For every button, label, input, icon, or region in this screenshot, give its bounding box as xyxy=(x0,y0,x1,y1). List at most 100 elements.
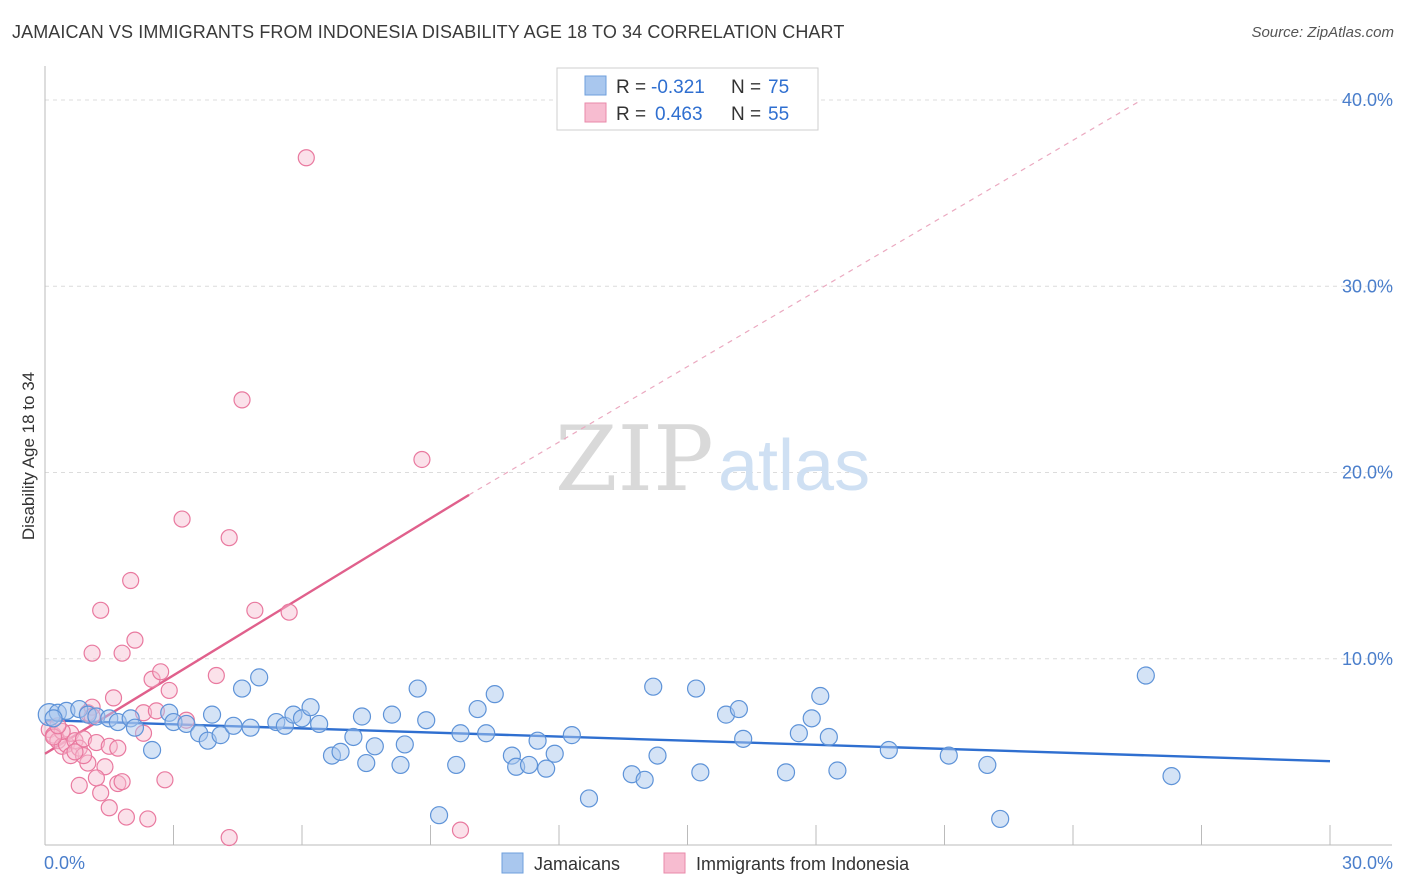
jamaican-point-47 xyxy=(519,755,539,775)
jamaican-point-58 xyxy=(691,763,710,782)
jamaican-point-51 xyxy=(562,726,581,745)
watermark-zip: ZIP xyxy=(555,407,714,512)
watermark-atlas: atlas xyxy=(718,426,870,506)
legend-n-label-indonesia: N = xyxy=(731,104,761,125)
indonesia-point-35 xyxy=(156,771,174,789)
jamaican-point-71 xyxy=(991,809,1010,829)
jamaican-point-20 xyxy=(241,718,260,737)
legend-r-label-jamaicans: R = xyxy=(616,77,646,98)
indonesia-point-44 xyxy=(297,149,315,167)
indonesia-point-36 xyxy=(160,681,178,700)
indonesia-point-34 xyxy=(152,663,170,681)
jamaican-point-73 xyxy=(1162,766,1181,786)
jamaican-point-67 xyxy=(828,761,847,780)
legend-n-value-indonesia: 55 xyxy=(768,104,789,125)
jamaican-point-33 xyxy=(365,737,384,756)
jamaican-point-44 xyxy=(485,685,504,704)
jamaican-point-29 xyxy=(331,742,350,761)
legend-swatch-jamaicans xyxy=(584,75,607,96)
jamaican-point-69 xyxy=(939,746,958,765)
indonesia-point-26 xyxy=(117,808,135,826)
jamaican-point-35 xyxy=(391,755,410,775)
legend-n-label-jamaicans: N = xyxy=(731,77,761,98)
jamaican-point-38 xyxy=(417,711,436,730)
x-tick-label-0: 0.0% xyxy=(44,853,85,873)
indonesia-point-15 xyxy=(87,733,106,752)
indonesia-point-28 xyxy=(126,631,144,649)
indonesia-point-37 xyxy=(173,510,191,528)
indonesia-point-20 xyxy=(100,799,118,817)
indonesia-point-21 xyxy=(104,689,123,707)
jamaican-point-65 xyxy=(811,686,830,706)
jamaican-point-41 xyxy=(451,724,470,743)
jamaican-point-30 xyxy=(344,727,363,747)
indonesia-point-50 xyxy=(74,746,93,765)
jamaican-point-32 xyxy=(357,753,376,773)
y-axis-label: Disability Age 18 to 34 xyxy=(19,372,38,540)
jamaican-point-39 xyxy=(429,806,449,825)
jamaican-point-57 xyxy=(686,679,706,698)
jamaican-point-68 xyxy=(879,740,898,760)
x-tick-label-1: 30.0% xyxy=(1342,853,1393,873)
indonesia-point-40 xyxy=(220,529,238,547)
indonesia-point-45 xyxy=(413,450,431,469)
legend-bottom-swatch-jamaicans xyxy=(501,852,524,874)
jamaican-point-63 xyxy=(789,724,808,743)
indonesia-point-24 xyxy=(113,644,131,662)
chart-title: JAMAICAN VS IMMIGRANTS FROM INDONESIA DI… xyxy=(12,22,845,42)
jamaican-point-74 xyxy=(44,709,63,728)
jamaican-point-26 xyxy=(301,698,320,717)
legend-bottom-swatch-indonesia xyxy=(663,852,686,874)
jamaican-point-10 xyxy=(142,740,162,760)
indonesia-point-10 xyxy=(74,730,93,748)
y-tick-label-1: 20.0% xyxy=(1342,463,1393,483)
jamaican-point-31 xyxy=(352,707,372,726)
indonesia-point-9 xyxy=(70,776,88,795)
indonesia-point-31 xyxy=(139,810,157,828)
jamaican-point-9 xyxy=(125,718,145,737)
indonesia-point-54 xyxy=(66,743,84,761)
legend-bottom-label-indonesia: Immigrants from Indonesia xyxy=(696,854,910,874)
jamaican-point-37 xyxy=(408,679,427,698)
jamaican-point-27 xyxy=(310,714,329,734)
legend-r-value-indonesia: 0.463 xyxy=(655,104,703,125)
indonesia-point-43 xyxy=(280,603,298,621)
legend-swatch-indonesia xyxy=(584,102,607,123)
indonesia-point-51 xyxy=(87,769,106,787)
jamaican-point-17 xyxy=(211,726,230,745)
tick-labels: 10.0% 20.0% 30.0% 40.0% 0.0% 30.0% xyxy=(44,90,1393,873)
indonesia-point-41 xyxy=(233,391,251,409)
legend-n-value-jamaicans: 75 xyxy=(768,77,789,98)
jamaican-point-40 xyxy=(447,755,466,775)
jamaican-point-48 xyxy=(528,731,547,750)
indonesia-trend-line xyxy=(44,493,470,755)
indonesia-point-49 xyxy=(44,728,63,746)
grid-lines xyxy=(45,99,1392,660)
y-tick-label-3: 40.0% xyxy=(1342,90,1393,110)
axes xyxy=(44,66,1392,846)
indonesia-point-25 xyxy=(113,773,131,791)
jamaican-point-55 xyxy=(644,677,663,696)
y-tick-label-0: 10.0% xyxy=(1342,649,1393,669)
indonesia-point-23 xyxy=(109,739,127,757)
jamaican-point-72 xyxy=(1136,666,1155,685)
jamaican-point-60 xyxy=(729,699,749,719)
jamaican-point-19 xyxy=(232,679,252,698)
legend-bottom-label-jamaicans: Jamaicans xyxy=(534,854,620,874)
legend-bottom: Jamaicans Immigrants from Indonesia xyxy=(501,852,910,874)
jamaican-point-18 xyxy=(224,716,243,735)
chart-source: Source: ZipAtlas.com xyxy=(1251,24,1394,41)
jamaican-point-49 xyxy=(537,759,556,778)
watermark: ZIP atlas xyxy=(555,407,870,512)
jamaican-point-52 xyxy=(579,789,599,808)
jamaican-point-34 xyxy=(382,705,402,724)
jamaican-point-21 xyxy=(250,668,269,687)
indonesia-point-46 xyxy=(451,821,470,839)
jamaican-point-61 xyxy=(734,729,753,748)
jamaican-points xyxy=(37,666,1181,829)
indonesia-point-17 xyxy=(92,784,110,802)
jamaican-point-64 xyxy=(802,709,821,728)
jamaican-point-16 xyxy=(202,705,222,724)
indonesia-point-16 xyxy=(92,601,110,619)
